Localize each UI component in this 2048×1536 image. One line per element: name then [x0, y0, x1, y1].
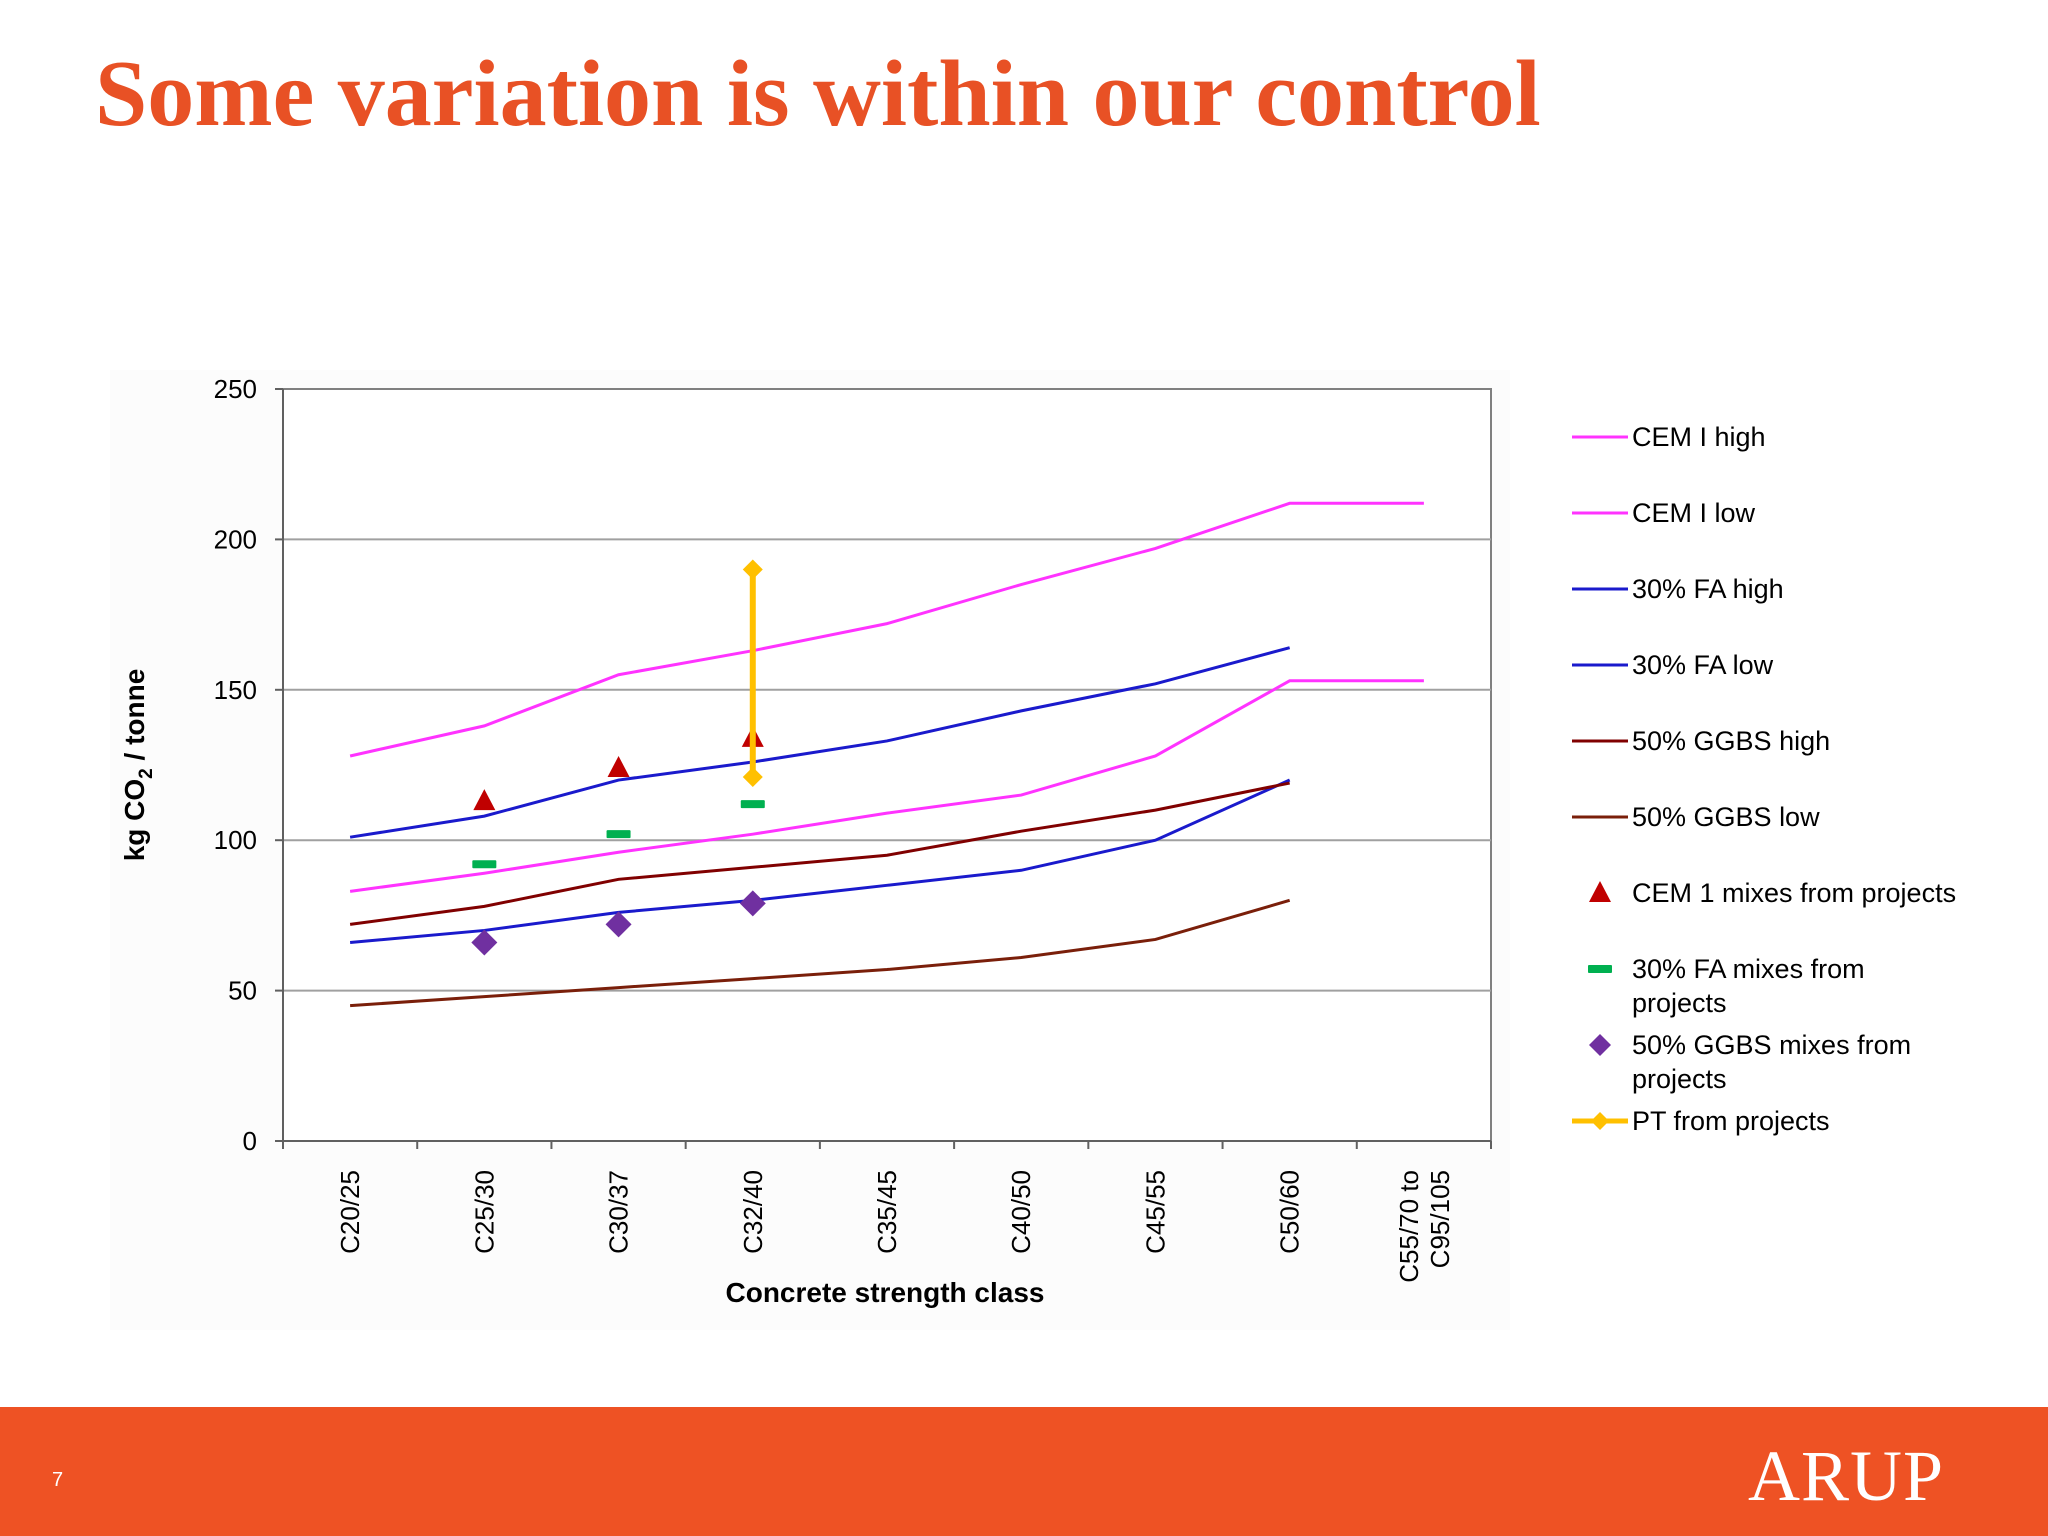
- legend-swatch-graphic: [1572, 435, 1628, 439]
- legend-swatch-graphic: [1572, 587, 1628, 591]
- legend-dash: [1588, 965, 1612, 973]
- pt-range-marker: [742, 767, 763, 788]
- legend-range-swatch: [1570, 1104, 1630, 1140]
- x-tick-label: C20/25: [335, 1170, 365, 1254]
- legend-label: PT from projects: [1632, 1106, 1830, 1136]
- x-tick-label-line: C20/25: [335, 1170, 365, 1254]
- legend-line-swatch: [1570, 420, 1630, 456]
- x-tick-label-line: C32/40: [738, 1170, 768, 1254]
- y-tick-label: 0: [243, 1126, 257, 1156]
- x-tick-label-line: C55/70 to: [1394, 1170, 1424, 1283]
- x-tick-label-line: C50/60: [1275, 1170, 1305, 1254]
- x-axis-title: Concrete strength class: [726, 1277, 1045, 1308]
- legend-item-pt-from-projects: PT from projects: [1570, 1104, 1962, 1140]
- legend-item-cem-i-low: CEM I low: [1570, 496, 1962, 532]
- legend-range-diamond: [1591, 1112, 1609, 1130]
- legend-swatch-graphic: [1588, 965, 1612, 973]
- legend-swatch-graphic: [1589, 1034, 1611, 1056]
- legend-item-50-ggbs-low: 50% GGBS low: [1570, 800, 1962, 836]
- legend-label: 30% FA mixes from projects: [1632, 954, 1865, 1018]
- cem1-project-marker: [473, 789, 496, 811]
- legend-label: 50% GGBS mixes from projects: [1632, 1030, 1912, 1094]
- y-tick-label: 100: [214, 825, 257, 855]
- legend-label: CEM 1 mixes from projects: [1632, 878, 1957, 908]
- legend-diamond: [1589, 1034, 1611, 1056]
- legend-line-swatch: [1570, 648, 1630, 684]
- legend-line-swatch: [1570, 724, 1630, 760]
- legend-line-swatch: [1570, 572, 1630, 608]
- legend-item-30-fa-low: 30% FA low: [1570, 648, 1962, 684]
- legend-item-50-ggbs-high: 50% GGBS high: [1570, 724, 1962, 760]
- x-tick-label: C50/60: [1275, 1170, 1305, 1254]
- x-tick-label: C30/37: [604, 1170, 634, 1254]
- y-axis-title: kg CO2 / tonne: [119, 669, 157, 862]
- cem1-project-marker: [607, 756, 630, 778]
- legend-swatch-graphic: [1572, 739, 1628, 743]
- legend-item-30-fa-high: 30% FA high: [1570, 572, 1962, 608]
- series-line: [349, 646, 1291, 839]
- series-line: [349, 778, 1291, 944]
- y-axis-title-part: / tonne: [119, 669, 150, 769]
- plot-area: [282, 388, 1492, 1142]
- x-tick-label: C35/45: [872, 1170, 902, 1254]
- y-tick-label: 250: [214, 374, 257, 404]
- legend-label: CEM I low: [1632, 498, 1756, 528]
- y-axis-title-part: kg CO: [119, 779, 150, 861]
- legend-swatch-graphic: [1572, 511, 1628, 515]
- legend-label: 30% FA low: [1632, 650, 1774, 680]
- x-tick-label: C45/55: [1140, 1170, 1170, 1254]
- legend-label: 50% GGBS low: [1632, 802, 1820, 832]
- x-tick-label: C40/50: [1006, 1170, 1036, 1254]
- co2-chart: 0 50 100 150 200 250 C20/25 C25/30 C30/37 C32/40 C…: [119, 374, 1492, 1308]
- series-line: [349, 679, 1424, 893]
- x-tick-label-line: C95/105: [1425, 1170, 1455, 1268]
- legend-item-cem-1-mixes: CEM 1 mixes from projects: [1570, 876, 1962, 912]
- x-tick-label-line: C30/37: [604, 1170, 634, 1254]
- page-number: 7: [52, 1469, 64, 1491]
- legend-triangle: [1589, 881, 1611, 902]
- legend-swatch-graphic: [1589, 881, 1611, 902]
- pt-range-marker: [742, 559, 763, 580]
- legend-item-50-ggbs-mixes: 50% GGBS mixes from projects: [1570, 1028, 1962, 1096]
- legend-diamond-swatch: [1570, 1028, 1630, 1064]
- legend-label: 50% GGBS high: [1632, 726, 1831, 756]
- legend-label: 30% FA high: [1632, 574, 1784, 604]
- arup-logo: ARUP: [1748, 1436, 1945, 1516]
- series-line: [349, 501, 1424, 758]
- legend-line-swatch: [1570, 800, 1630, 836]
- y-tick-label: 50: [228, 976, 257, 1006]
- ggbs-project-marker: [739, 890, 766, 917]
- legend-triangle-swatch: [1570, 876, 1630, 912]
- fa-project-marker: [472, 860, 497, 869]
- legend-swatch-graphic: [1572, 1112, 1628, 1130]
- footer-bar: 7 ARUP: [0, 1407, 2048, 1536]
- legend-item-cem-i-high: CEM I high: [1570, 420, 1962, 456]
- ggbs-project-marker: [471, 929, 498, 956]
- x-tick-label: C32/40: [738, 1170, 768, 1254]
- legend-swatch-graphic: [1572, 663, 1628, 667]
- x-tick-label-line: C35/45: [872, 1170, 902, 1254]
- legend-item-30-fa-mixes: 30% FA mixes from projects: [1570, 952, 1962, 1020]
- fa-project-marker: [606, 830, 631, 839]
- x-tick-label-line: C40/50: [1006, 1170, 1036, 1254]
- y-axis-title-part: 2: [136, 768, 157, 779]
- x-tick-label: C55/70 toC95/105: [1394, 1170, 1455, 1283]
- x-tick-label: C25/30: [469, 1170, 499, 1254]
- legend-swatch-graphic: [1572, 815, 1628, 819]
- slide-title: Some variation is within our control: [95, 42, 1541, 146]
- legend-dash-swatch: [1570, 952, 1630, 988]
- x-tick-label-line: C45/55: [1140, 1170, 1170, 1254]
- legend-label: CEM I high: [1632, 422, 1766, 452]
- x-tick-label-line: C25/30: [469, 1170, 499, 1254]
- ggbs-project-marker: [605, 911, 632, 938]
- series-line: [349, 781, 1290, 926]
- fa-project-marker: [740, 800, 765, 809]
- y-tick-label: 200: [214, 524, 257, 554]
- y-tick-label: 150: [214, 675, 257, 705]
- series-line: [350, 898, 1291, 1008]
- legend-line-swatch: [1570, 496, 1630, 532]
